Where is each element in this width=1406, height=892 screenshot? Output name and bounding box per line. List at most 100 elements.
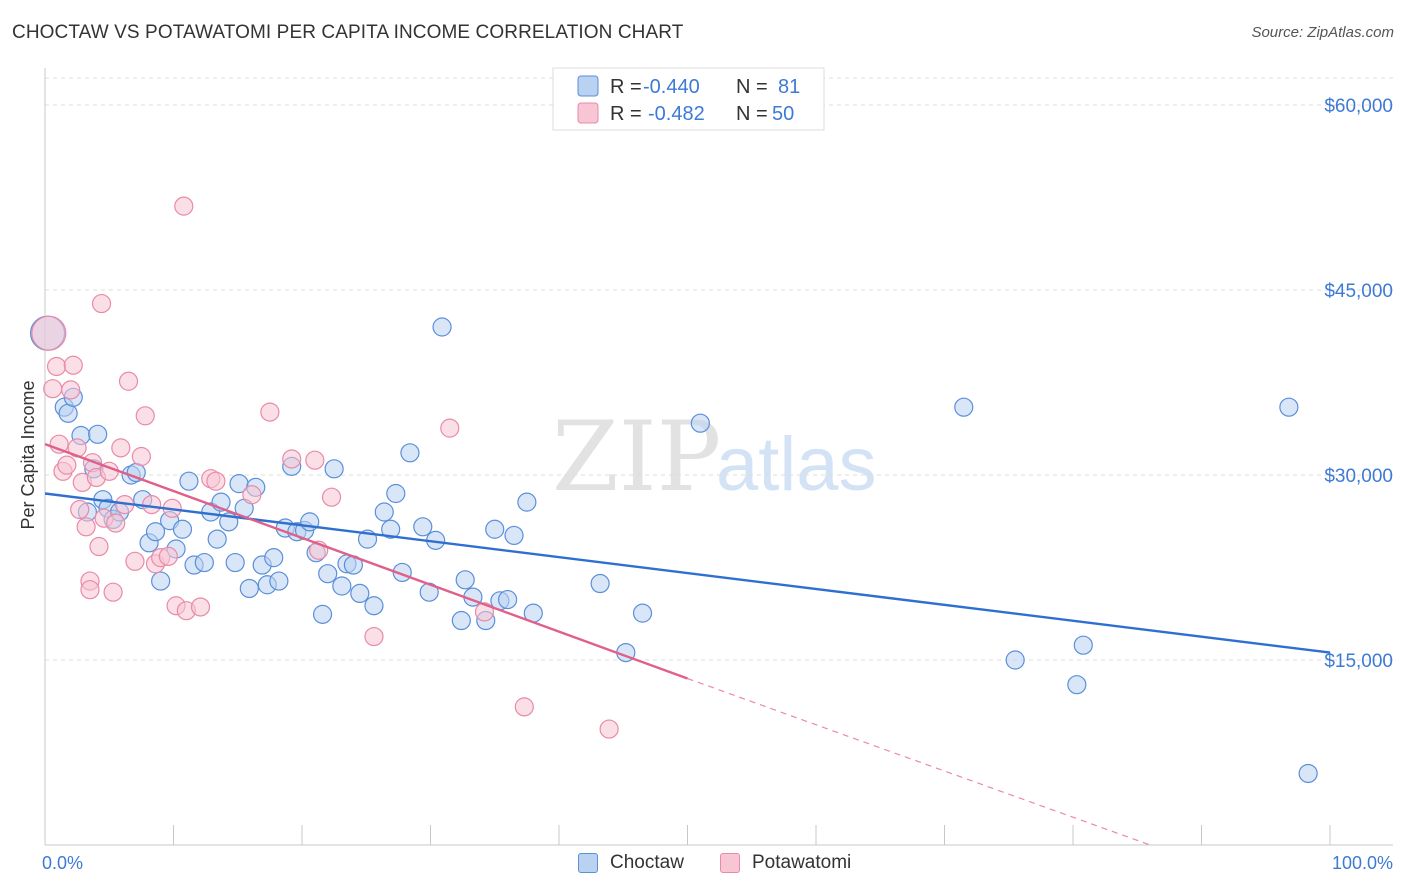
choctaw-point <box>432 317 452 337</box>
y-tick-label: $15,000 <box>1324 651 1393 672</box>
choctaw-point <box>374 502 394 522</box>
potawatomi-points <box>31 196 619 739</box>
potawatomi-point <box>89 536 109 557</box>
potawatomi-point <box>76 517 96 537</box>
potawatomi-point <box>125 551 145 571</box>
stats-swatch-potawatomi <box>577 102 599 124</box>
potawatomi-point <box>111 438 131 458</box>
choctaw-point <box>239 578 259 599</box>
choctaw-point <box>88 424 108 444</box>
choctaw-points <box>29 315 1318 784</box>
y-tick-label: $60,000 <box>1324 96 1393 117</box>
potawatomi-point <box>206 471 226 491</box>
choctaw-point <box>269 571 289 591</box>
x-tick-label-min: 0.0% <box>42 853 83 873</box>
choctaw-point <box>381 519 401 539</box>
choctaw-point <box>350 583 370 604</box>
choctaw-point <box>1298 763 1318 784</box>
y-tick-label: $30,000 <box>1324 466 1393 487</box>
potawatomi-point <box>142 495 162 515</box>
choctaw-point <box>386 483 406 504</box>
choctaw-point <box>1073 635 1093 655</box>
stats-legend: R = -0.440 N = 81 R = -0.482 N = 50 <box>552 67 825 131</box>
choctaw-trend-line <box>44 492 1331 654</box>
choctaw-point <box>498 589 518 610</box>
stats-r-value-choctaw: -0.440 <box>643 76 700 98</box>
stats-r-label-potawatomi: R = <box>610 103 642 125</box>
choctaw-point <box>207 529 227 549</box>
potawatomi-point <box>63 355 83 375</box>
choctaw-point <box>455 570 475 590</box>
choctaw-point <box>332 576 352 596</box>
choctaw-point <box>690 413 710 433</box>
legend-swatch-potawatomi <box>720 853 740 873</box>
choctaw-point <box>318 564 338 584</box>
source-label: Source: ZipAtlas.com <box>1251 24 1394 41</box>
choctaw-point <box>632 603 653 623</box>
choctaw-point <box>590 573 610 594</box>
potawatomi-point <box>190 597 211 617</box>
potawatomi-point <box>321 487 342 507</box>
choctaw-point <box>58 403 78 423</box>
choctaw-point <box>504 525 524 546</box>
x-tick-labels: 0.0% 100.0% <box>42 853 1393 873</box>
choctaw-point <box>324 459 344 479</box>
legend-swatch-choctaw <box>578 853 598 873</box>
potawatomi-point <box>57 455 77 475</box>
potawatomi-point <box>80 580 100 600</box>
choctaw-point <box>954 397 974 417</box>
potawatomi-point <box>91 293 112 314</box>
axes <box>44 68 1393 846</box>
choctaw-point <box>364 596 384 616</box>
potawatomi-trend-line <box>44 443 688 680</box>
potawatomi-point <box>135 406 155 426</box>
choctaw-point <box>145 522 166 542</box>
legend-item-potawatomi[interactable]: Potawatomi <box>720 852 851 874</box>
stats-n-value-potawatomi: 50 <box>772 103 794 125</box>
potawatomi-point <box>61 380 81 400</box>
watermark: ZIP atlas <box>552 401 877 513</box>
series-legend: Choctaw Potawatomi <box>0 852 1406 878</box>
potawatomi-point <box>31 315 67 351</box>
stats-n-value-choctaw: 81 <box>778 76 800 98</box>
potawatomi-point <box>103 582 123 602</box>
potawatomi-point <box>599 719 619 739</box>
potawatomi-point <box>514 697 534 717</box>
choctaw-point <box>413 517 433 537</box>
choctaw-point <box>151 571 171 591</box>
y-tick-labels: $15,000 $30,000 $45,000 $60,000 <box>1324 96 1393 672</box>
potawatomi-point <box>474 602 495 622</box>
choctaw-point <box>225 552 245 573</box>
potawatomi-point <box>46 356 67 377</box>
potawatomi-point <box>118 371 139 391</box>
legend-label-choctaw: Choctaw <box>610 852 684 873</box>
grid-lines <box>45 77 1393 661</box>
potawatomi-point <box>282 449 302 469</box>
potawatomi-point <box>131 446 151 467</box>
potawatomi-trend-extension <box>687 677 1151 846</box>
choctaw-point <box>194 552 214 573</box>
watermark-atlas: atlas <box>716 422 877 507</box>
choctaw-point <box>1279 397 1299 417</box>
stats-swatch-choctaw <box>577 75 599 97</box>
potawatomi-point <box>242 485 262 505</box>
legend-item-choctaw[interactable]: Choctaw <box>578 852 684 874</box>
potawatomi-point <box>305 450 325 470</box>
stats-n-label-choctaw: N = <box>736 76 768 98</box>
potawatomi-point <box>364 626 384 647</box>
potawatomi-point <box>440 418 460 438</box>
stats-r-value-potawatomi: -0.482 <box>648 103 705 125</box>
choctaw-point <box>264 548 284 568</box>
choctaw-point <box>517 492 537 512</box>
trend-lines <box>44 443 1331 846</box>
choctaw-point <box>172 519 193 539</box>
choctaw-point <box>1067 675 1087 695</box>
potawatomi-point <box>70 499 90 520</box>
stats-r-label-choctaw: R = <box>610 76 642 98</box>
potawatomi-point <box>106 513 126 533</box>
stats-n-label-potawatomi: N = <box>736 103 768 125</box>
choctaw-point <box>451 610 471 631</box>
potawatomi-point <box>43 379 63 399</box>
y-axis-title: Per Capita Income <box>18 380 38 529</box>
